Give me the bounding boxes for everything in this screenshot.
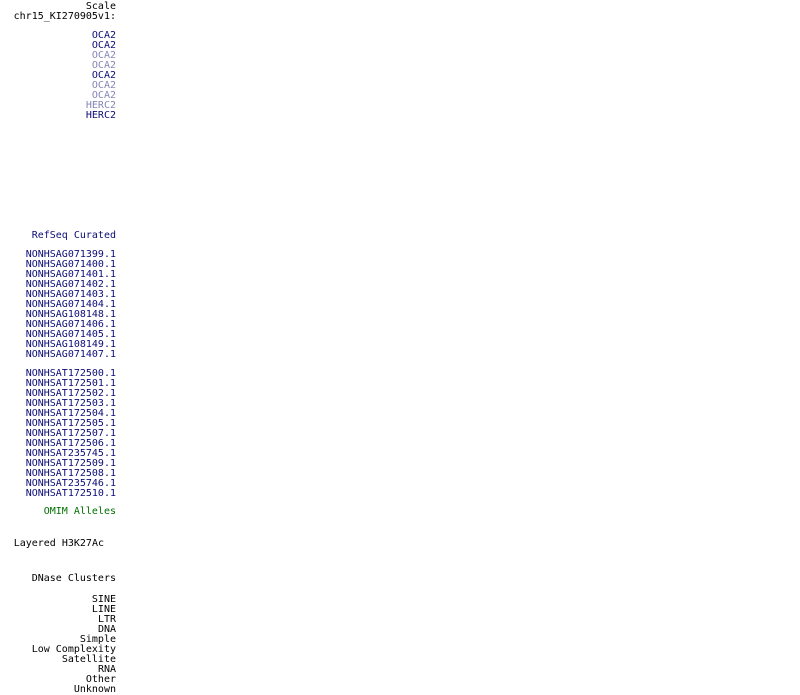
gene-label[interactable]: OCA2	[91, 40, 116, 51]
refseq-gene-list: NONHSAG071399.1 NONHSAG071400.1 NONHSAG0…	[0, 250, 116, 360]
repeat-class-label[interactable]: Other	[85, 674, 116, 685]
position-label: chr15_KI270905v1:	[13, 11, 116, 22]
track-title-dnase-clusters[interactable]: DNase Clusters	[31, 573, 116, 584]
refseq-gene-id[interactable]: NONHSAG071399.1	[25, 249, 116, 260]
refseq-transcript-id[interactable]: NONHSAT172509.1	[25, 458, 116, 469]
refseq-gene-id[interactable]: NONHSAG108148.1	[25, 309, 116, 320]
refseq-gene-id[interactable]: NONHSAG108149.1	[25, 339, 116, 350]
gene-label[interactable]: HERC2	[85, 100, 116, 111]
scale-label: Scale	[85, 1, 116, 12]
refseq-transcript-id[interactable]: NONHSAT172508.1	[25, 468, 116, 479]
repeat-class-label[interactable]: LTR	[97, 614, 116, 625]
refseq-transcript-id[interactable]: NONHSAT235746.1	[25, 478, 116, 489]
refseq-transcript-id[interactable]: NONHSAT172506.1	[25, 438, 116, 449]
repeat-class-label[interactable]: Unknown	[73, 684, 116, 695]
refseq-transcript-list: NONHSAT172500.1 NONHSAT172501.1 NONHSAT1…	[0, 369, 116, 499]
gene-label[interactable]: OCA2	[91, 80, 116, 91]
refseq-transcript-id[interactable]: NONHSAT172507.1	[25, 428, 116, 439]
track-title-omim-alleles[interactable]: OMIM Alleles	[43, 506, 116, 517]
gene-track-labels: OCA2 OCA2 OCA2 OCA2 OCA2 OCA2 OCA2 HERC2…	[0, 31, 116, 121]
repeat-class-label[interactable]: RNA	[97, 664, 116, 675]
track-title-layered-h3k27ac[interactable]: Layered H3K27Ac	[13, 538, 104, 549]
refseq-gene-id[interactable]: NONHSAG071401.1	[25, 269, 116, 280]
repeat-class-label[interactable]: LINE	[91, 604, 116, 615]
repeat-class-label[interactable]: Satellite	[61, 654, 116, 665]
gene-label[interactable]: OCA2	[91, 90, 116, 101]
repeat-class-label[interactable]: Low Complexity	[31, 644, 116, 655]
refseq-gene-id[interactable]: NONHSAG071403.1	[25, 289, 116, 300]
refseq-transcript-id[interactable]: NONHSAT235745.1	[25, 448, 116, 459]
gene-label[interactable]: OCA2	[91, 50, 116, 61]
repeat-class-list: SINE LINE LTR DNA Simple Low Complexity …	[0, 595, 116, 695]
track-title-refseq-curated[interactable]: RefSeq Curated	[31, 230, 116, 241]
gene-label[interactable]: HERC2	[85, 110, 116, 121]
refseq-transcript-id[interactable]: NONHSAT172502.1	[25, 388, 116, 399]
refseq-gene-id[interactable]: NONHSAG071407.1	[25, 349, 116, 360]
refseq-gene-id[interactable]: NONHSAG071406.1	[25, 319, 116, 330]
gene-label[interactable]: OCA2	[91, 60, 116, 71]
repeat-class-label[interactable]: DNA	[97, 624, 116, 635]
refseq-gene-id[interactable]: NONHSAG071400.1	[25, 259, 116, 270]
refseq-gene-id[interactable]: NONHSAG071405.1	[25, 329, 116, 340]
gene-label[interactable]: OCA2	[91, 70, 116, 81]
gene-label[interactable]: OCA2	[91, 30, 116, 41]
refseq-transcript-id[interactable]: NONHSAT172505.1	[25, 418, 116, 429]
repeat-class-label[interactable]: Simple	[79, 634, 116, 645]
refseq-gene-id[interactable]: NONHSAG071404.1	[25, 299, 116, 310]
refseq-gene-id[interactable]: NONHSAG071402.1	[25, 279, 116, 290]
refseq-transcript-id[interactable]: NONHSAT172503.1	[25, 398, 116, 409]
repeat-class-label[interactable]: SINE	[91, 594, 116, 605]
refseq-transcript-id[interactable]: NONHSAT172501.1	[25, 378, 116, 389]
refseq-transcript-id[interactable]: NONHSAT172510.1	[25, 488, 116, 499]
refseq-transcript-id[interactable]: NONHSAT172500.1	[25, 368, 116, 379]
refseq-transcript-id[interactable]: NONHSAT172504.1	[25, 408, 116, 419]
